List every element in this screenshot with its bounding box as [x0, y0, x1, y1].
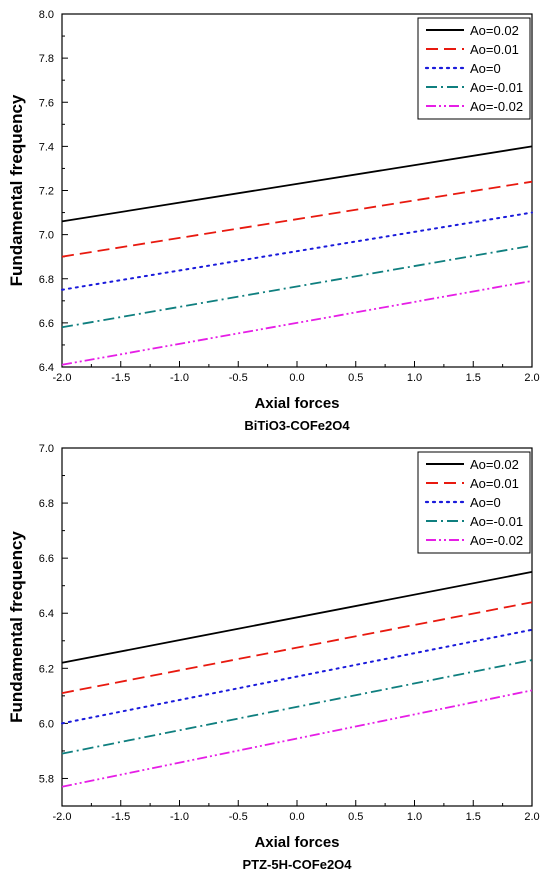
- y-tick-label: 6.0: [39, 718, 54, 730]
- x-tick-label: 0.5: [348, 811, 363, 823]
- y-tick-label: 7.0: [39, 443, 54, 455]
- series-line-4: [61, 689, 533, 788]
- legend-label: Ao=0.01: [470, 42, 519, 57]
- x-tick-label: 1.5: [466, 811, 481, 823]
- legend-label: Ao=0: [470, 61, 501, 76]
- y-axis-title: Fundamental frequency: [7, 94, 26, 286]
- x-tick-label: 0.0: [289, 372, 304, 384]
- y-tick-label: 8.0: [39, 9, 54, 21]
- series-line-3: [61, 244, 533, 329]
- x-tick-label: -0.5: [229, 811, 248, 823]
- y-tick-label: 6.6: [39, 553, 54, 565]
- y-tick-label: 7.4: [39, 141, 54, 153]
- x-tick-label: -2.0: [53, 811, 72, 823]
- chart-panel-ptz5h: -2.0 -1.5 -1.0 -0.5 0.0 0.5 1.0 1.5 2.0 5.8 6.0 6.2…: [0, 439, 550, 878]
- x-tick-label: 1.0: [407, 811, 422, 823]
- y-tick-label: 7.2: [39, 186, 54, 198]
- chart-bitio3-svg: -2.0 -1.5 -1.0 -0.5 0.0 0.5 1.0 1.5 2.0 6.4 6.6 6.8…: [7, 9, 540, 433]
- y-tick-label: 6.6: [39, 318, 54, 330]
- x-tick-label: 0.0: [289, 811, 304, 823]
- y-tick-label: 7.0: [39, 230, 54, 242]
- material-label: BiTiO3-COFe2O4: [244, 418, 350, 433]
- y-tick-label: 7.8: [39, 53, 54, 65]
- legend-box: [417, 451, 531, 554]
- y-axis-title: Fundamental frequency: [7, 531, 26, 723]
- legend-label: Ao=0.02: [470, 457, 519, 472]
- x-tick-label: -1.0: [170, 372, 189, 384]
- y-tick-label: 7.6: [39, 97, 54, 109]
- material-label: PTZ-5H-COFe2O4: [242, 857, 352, 872]
- y-tick-label: 6.4: [39, 362, 54, 374]
- series-line-1: [61, 601, 533, 694]
- chart-panel-bitio3: -2.0 -1.5 -1.0 -0.5 0.0 0.5 1.0 1.5 2.0 6.4 6.6 6.8…: [7, 9, 540, 433]
- legend-label: Ao=0.02: [470, 23, 519, 38]
- x-tick-label: 2.0: [524, 811, 539, 823]
- x-tick-label: -1.5: [111, 372, 130, 384]
- x-tick-label: 2.0: [524, 372, 539, 384]
- series-line-0: [61, 145, 533, 223]
- series-line-4: [61, 280, 533, 366]
- chart-ptz5h-svg: -2.0 -1.5 -1.0 -0.5 0.0 0.5 1.0 1.5 2.0 5.8 6.0 6.2…: [7, 443, 540, 872]
- legend-label: Ao=-0.02: [470, 533, 523, 548]
- x-tick-label: 1.5: [466, 372, 481, 384]
- x-tick-label: -2.0: [53, 372, 72, 384]
- x-axis-title: Axial forces: [254, 395, 339, 412]
- series-line-2: [61, 211, 533, 291]
- legend-box: [417, 17, 531, 120]
- y-tick-label: 6.8: [39, 274, 54, 286]
- legend-label: Ao=0.01: [470, 476, 519, 491]
- x-tick-label: 1.0: [407, 372, 422, 384]
- series-line-3: [61, 659, 533, 755]
- x-axis-title: Axial forces: [254, 834, 339, 851]
- x-tick-label: -0.5: [229, 372, 248, 384]
- y-tick-label: 5.8: [39, 773, 54, 785]
- series-line-2: [61, 628, 533, 725]
- legend-label: Ao=-0.02: [470, 99, 523, 114]
- legend-label: Ao=-0.01: [470, 514, 523, 529]
- y-tick-label: 6.2: [39, 663, 54, 675]
- y-tick-label: 6.8: [39, 498, 54, 510]
- series-line-0: [61, 571, 533, 664]
- x-tick-label: 0.5: [348, 372, 363, 384]
- series-line-1: [61, 180, 533, 258]
- y-tick-label: 6.4: [39, 608, 54, 620]
- legend-label: Ao=-0.01: [470, 80, 523, 95]
- legend-label: Ao=0: [470, 495, 501, 510]
- x-tick-label: -1.0: [170, 811, 189, 823]
- x-tick-label: -1.5: [111, 811, 130, 823]
